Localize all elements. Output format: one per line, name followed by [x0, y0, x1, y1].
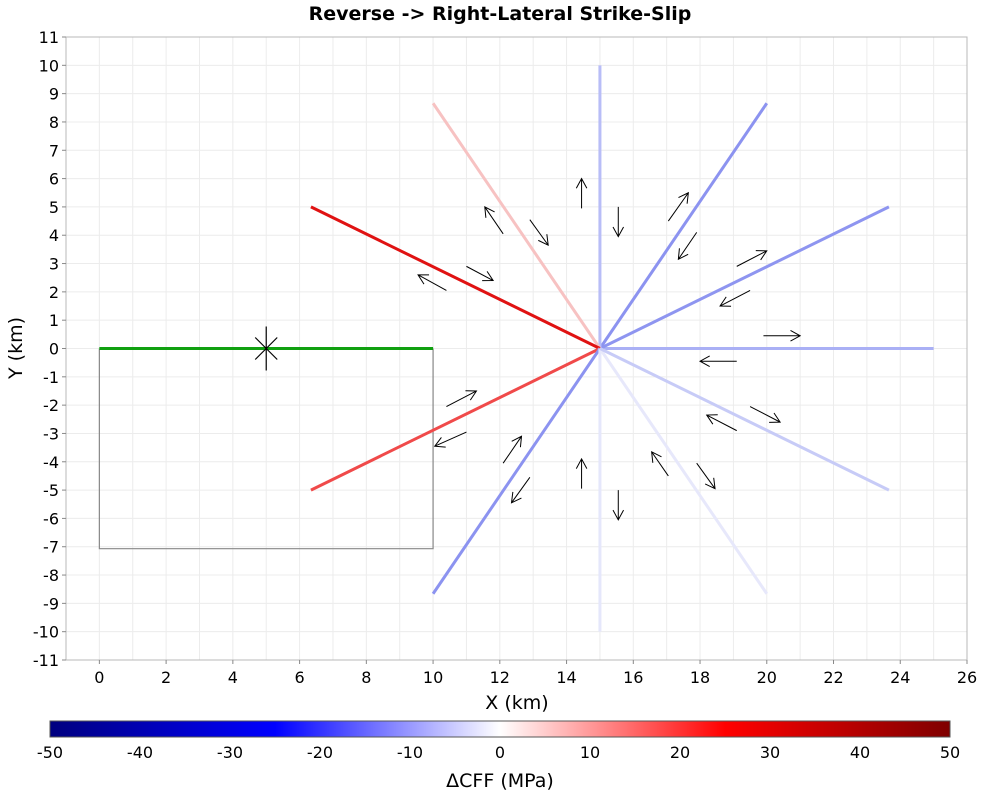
colorbar-tick-label: 20 [670, 743, 690, 762]
receiver-fault [431, 347, 602, 595]
colorbar-tick-label: 10 [580, 743, 600, 762]
slip-arrow [667, 191, 689, 222]
x-tick-label: 2 [161, 668, 171, 687]
y-tick-label: 4 [49, 226, 59, 245]
slip-arrow [719, 290, 751, 307]
colorbar-tick-label: -40 [127, 743, 153, 762]
x-tick-label: 18 [690, 668, 710, 687]
x-tick-label: 4 [228, 668, 238, 687]
slip-arrow [677, 232, 698, 261]
colorbar-tick-label: -50 [37, 743, 63, 762]
slip-arrows [417, 177, 802, 521]
hypocenter-marker [254, 337, 278, 360]
slip-arrow [510, 477, 531, 504]
receiver-fault [310, 205, 601, 350]
x-tick-label: 16 [623, 668, 643, 687]
receiver-fault [599, 205, 890, 350]
slip-arrow [529, 219, 549, 246]
y-tick-label: 11 [39, 28, 59, 47]
slip-arrow [575, 457, 588, 489]
y-tick-label: -2 [43, 396, 59, 415]
x-tick-label: 24 [890, 668, 910, 687]
y-tick-label: 0 [49, 340, 59, 359]
source-fault-outline [98, 348, 434, 550]
slip-arrow [575, 177, 588, 209]
receiver-fault [310, 347, 601, 492]
receiver-fault [599, 347, 890, 492]
colorbar-tick-label: -30 [217, 743, 243, 762]
chart-title: Reverse -> Right-Lateral Strike-Slip [309, 3, 692, 25]
y-tick-label: 8 [49, 113, 59, 132]
x-tick-label: 6 [294, 668, 304, 687]
slip-arrow [651, 451, 669, 477]
slip-arrow [417, 274, 447, 291]
slip-arrow [736, 250, 768, 267]
x-tick-label: 8 [361, 668, 371, 687]
y-tick-label: -3 [43, 424, 59, 443]
slip-arrow [612, 490, 624, 521]
colorbar-tick-label: 0 [495, 743, 505, 762]
y-tick-label: -4 [43, 453, 59, 472]
y-axis-label: Y (km) [5, 317, 27, 380]
y-tick-label: 2 [49, 283, 59, 302]
slip-arrow [749, 406, 782, 423]
receiver-fault [598, 102, 769, 350]
receiver-faults [310, 65, 934, 632]
slip-arrow [484, 206, 504, 235]
colorbar-tick-label: 30 [760, 743, 780, 762]
y-tick-label: -1 [43, 368, 59, 387]
colorbar-tick-label: 40 [850, 743, 870, 762]
y-tick-label: -8 [43, 566, 59, 585]
y-tick-label: -6 [43, 509, 59, 528]
x-tick-label: 20 [757, 668, 777, 687]
y-tick-label: 5 [49, 198, 59, 217]
y-tick-label: 6 [49, 170, 59, 189]
y-tick-label: 1 [49, 311, 59, 330]
y-tick-label: -5 [43, 481, 59, 500]
x-tick-label: 12 [490, 668, 510, 687]
colorbar-tick-label: -20 [307, 743, 333, 762]
y-tick-label: -7 [43, 538, 59, 557]
slip-arrow [763, 330, 802, 342]
x-tick-label: 22 [823, 668, 843, 687]
slip-arrow [446, 390, 478, 407]
y-tick-label: 9 [49, 85, 59, 104]
colorbar-tick-label: -10 [397, 743, 423, 762]
slip-arrow [696, 462, 716, 490]
receiver-fault [598, 347, 769, 595]
y-tick-label: -11 [33, 651, 59, 670]
y-tick-label: 3 [49, 255, 59, 274]
slip-arrow [433, 431, 467, 448]
y-tick-label: -9 [43, 594, 59, 613]
y-tick-label: -10 [33, 623, 59, 642]
x-tick-label: 0 [94, 668, 104, 687]
slip-arrow [612, 206, 624, 238]
y-tick-label: 7 [49, 141, 59, 160]
x-axis-label: X (km) [485, 692, 548, 714]
slip-arrow [502, 435, 523, 464]
x-tick-label: 14 [556, 668, 576, 687]
y-tick-label: 10 [39, 56, 59, 75]
x-tick-labels: 0 2 4 6 8 10 12 14 16 18 20 22 24 26 [94, 660, 977, 687]
colorbar-label: ΔCFF (MPa) [446, 770, 554, 792]
x-tick-label: 26 [957, 668, 977, 687]
slip-arrow [705, 414, 737, 432]
x-tick-label: 10 [423, 668, 443, 687]
slip-arrow [698, 355, 737, 367]
colorbar: -50 -40 -30 -20 -10 0 10 20 30 40 50 [37, 720, 960, 762]
source-fault [98, 326, 434, 550]
slip-arrow [466, 265, 495, 282]
colorbar-gradient [49, 720, 951, 738]
colorbar-tick-label: 50 [940, 743, 960, 762]
receiver-fault [431, 102, 602, 350]
